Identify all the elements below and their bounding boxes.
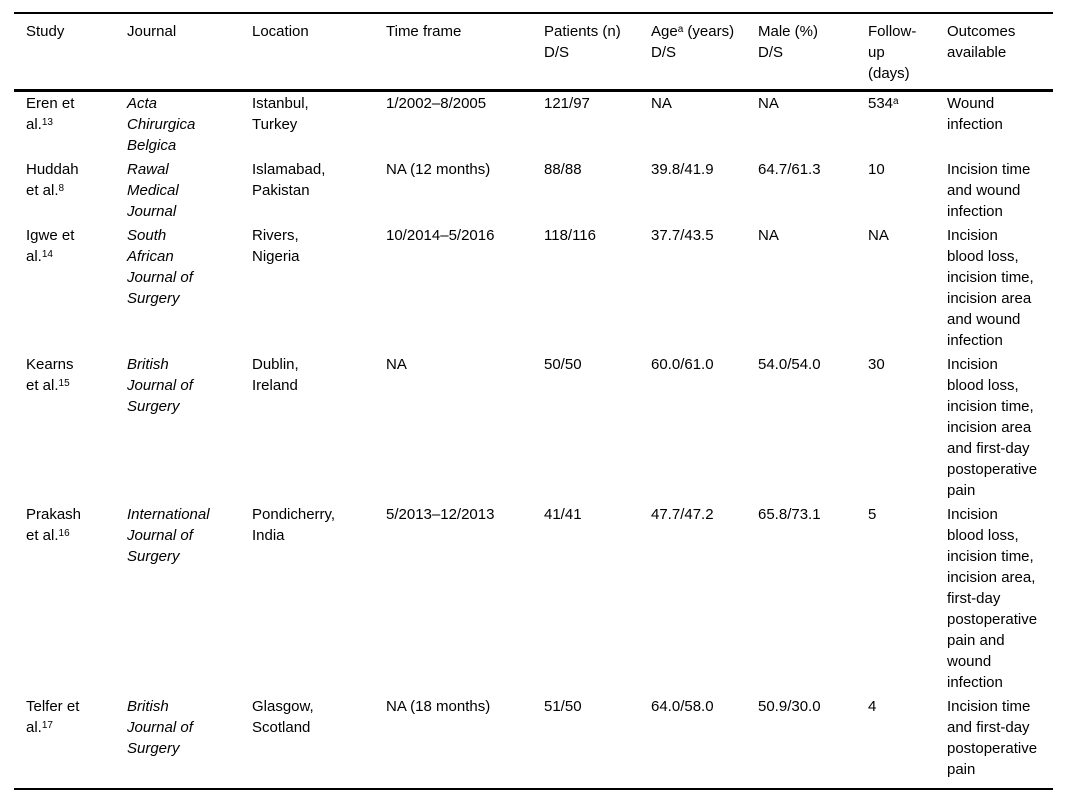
header-male-ds: D/S [758,44,784,61]
journal-cell: British Journal of Surgery [127,698,193,757]
patients-cell: 121/97 [544,95,590,112]
follow-up-cell: 4 [868,698,877,715]
age-cell: 39.8/41.9 [651,161,714,178]
header-age-text: Age [651,23,678,40]
patients-cell: 88/88 [544,161,582,178]
reference-superscript: 16 [58,527,70,539]
col-header-follow-up: Follow- up (days) [856,13,935,92]
study-cell: Telfer et al.17 [26,698,80,736]
header-age-ds: D/S [651,44,677,61]
table-row-igwe: Igwe et al.14 South African Journal of S… [14,224,1053,353]
outcomes-cell: Incision time and first-day postoperativ… [947,698,1038,778]
age-cell: 37.7/43.5 [651,227,714,244]
age-cell: 47.7/47.2 [651,506,714,523]
outcomes-cell: Incision blood loss, incision time, inci… [947,506,1038,691]
patients-cell: 50/50 [544,356,582,373]
study-cell: Prakash et al.16 [26,506,82,544]
time-frame-cell: NA (18 months) [386,698,491,715]
time-frame-cell: 1/2002–8/2005 [386,95,487,112]
journal-cell: British Journal of Surgery [127,356,193,415]
reference-superscript: 17 [41,719,53,731]
table-body: Eren et al.13 Acta Chirurgica Belgica Is… [14,91,1053,790]
male-cell: 65.8/73.1 [758,506,821,523]
table-row-eren: Eren et al.13 Acta Chirurgica Belgica Is… [14,91,1053,159]
col-header-male: Male (%) D/S [746,13,856,92]
location-cell: Dublin, Ireland [252,356,299,394]
patients-cell: 41/41 [544,506,582,523]
patients-cell: 118/116 [544,227,596,244]
study-characteristics-table-container: Study Journal Location Time frame Patien… [14,12,1053,790]
header-follow-up-text: Follow- up (days) [868,23,917,82]
time-frame-cell: 5/2013–12/2013 [386,506,495,523]
age-cell: 60.0/61.0 [651,356,714,373]
patients-cell: 51/50 [544,698,582,715]
male-cell: NA [758,227,779,244]
journal-cell: South African Journal of Surgery [127,227,193,307]
location-cell: Rivers, Nigeria [252,227,300,265]
reference-superscript: 13 [41,116,53,128]
location-cell: Istanbul, Turkey [252,95,309,133]
table-row-telfer: Telfer et al.17 British Journal of Surge… [14,695,1053,789]
reference-superscript: 14 [41,248,53,260]
journal-cell: International Journal of Surgery [127,506,210,565]
study-cell: Kearns et al.15 [26,356,74,394]
age-cell: NA [651,95,672,112]
header-outcomes-text: Outcomes available [947,23,1016,61]
outcomes-cell: Wound infection [947,95,1003,133]
table-row-huddah: Huddah et al.8 Rawal Medical Journal Isl… [14,158,1053,224]
footnote-superscript: a [893,95,899,107]
male-cell: 54.0/54.0 [758,356,821,373]
table-row-kearns: Kearns et al.15 British Journal of Surge… [14,353,1053,503]
follow-up-cell: NA [868,227,889,244]
outcomes-cell: Incision blood loss, incision time, inci… [947,227,1034,349]
col-header-outcomes: Outcomes available [935,13,1053,92]
age-cell: 64.0/58.0 [651,698,714,715]
table-header: Study Journal Location Time frame Patien… [14,13,1053,92]
outcomes-cell: Incision blood loss, incision time, inci… [947,356,1038,499]
journal-cell: Acta Chirurgica Belgica [127,95,196,154]
header-patients-ds: D/S [544,44,570,61]
header-age-unit: (years) [683,23,735,40]
col-header-journal: Journal [115,13,240,92]
location-cell: Islamabad, Pakistan [252,161,326,199]
col-header-age: Agea (years) D/S [639,13,746,92]
col-header-study: Study [14,13,115,92]
time-frame-cell: NA [386,356,407,373]
study-characteristics-table: Study Journal Location Time frame Patien… [14,12,1053,790]
follow-up-cell: 5 [868,506,877,523]
follow-up-cell: 30 [868,356,885,373]
follow-up-cell: 534a [868,95,899,112]
study-cell: Eren et al.13 [26,95,75,133]
time-frame-cell: 10/2014–5/2016 [386,227,495,244]
follow-up-cell: 10 [868,161,885,178]
male-cell: NA [758,95,779,112]
location-cell: Glasgow, Scotland [252,698,314,736]
table-row-prakash: Prakash et al.16 International Journal o… [14,503,1053,695]
header-male-line1: Male (%) [758,23,819,40]
study-cell: Igwe et al.14 [26,227,75,265]
header-age-line1: Agea (years) [651,21,740,42]
col-header-time-frame: Time frame [374,13,532,92]
time-frame-cell: NA (12 months) [386,161,491,178]
footnote-superscript-a: a [677,23,684,35]
header-patients-line1: Patients (n) [544,23,621,40]
journal-cell: Rawal Medical Journal [127,161,179,220]
male-cell: 64.7/61.3 [758,161,821,178]
study-cell: Huddah et al.8 [26,161,79,199]
reference-superscript: 15 [58,377,70,389]
male-cell: 50.9/30.0 [758,698,821,715]
col-header-patients: Patients (n) D/S [532,13,639,92]
header-row: Study Journal Location Time frame Patien… [14,13,1053,92]
outcomes-cell: Incision time and wound infection [947,161,1031,220]
reference-superscript: 8 [58,182,65,194]
location-cell: Pondicherry, India [252,506,336,544]
col-header-location: Location [240,13,374,92]
